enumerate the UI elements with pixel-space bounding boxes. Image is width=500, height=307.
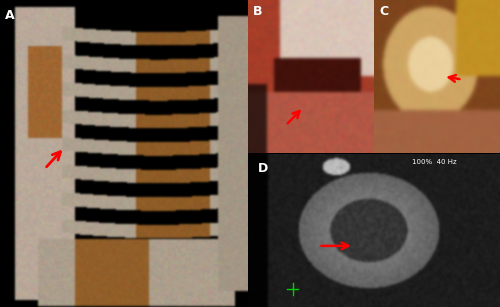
Text: A: A [5,9,15,22]
Text: B: B [253,5,262,17]
Text: D: D [258,162,268,175]
Text: 100%  40 Hz: 100% 40 Hz [412,159,457,165]
Text: C: C [379,5,388,17]
